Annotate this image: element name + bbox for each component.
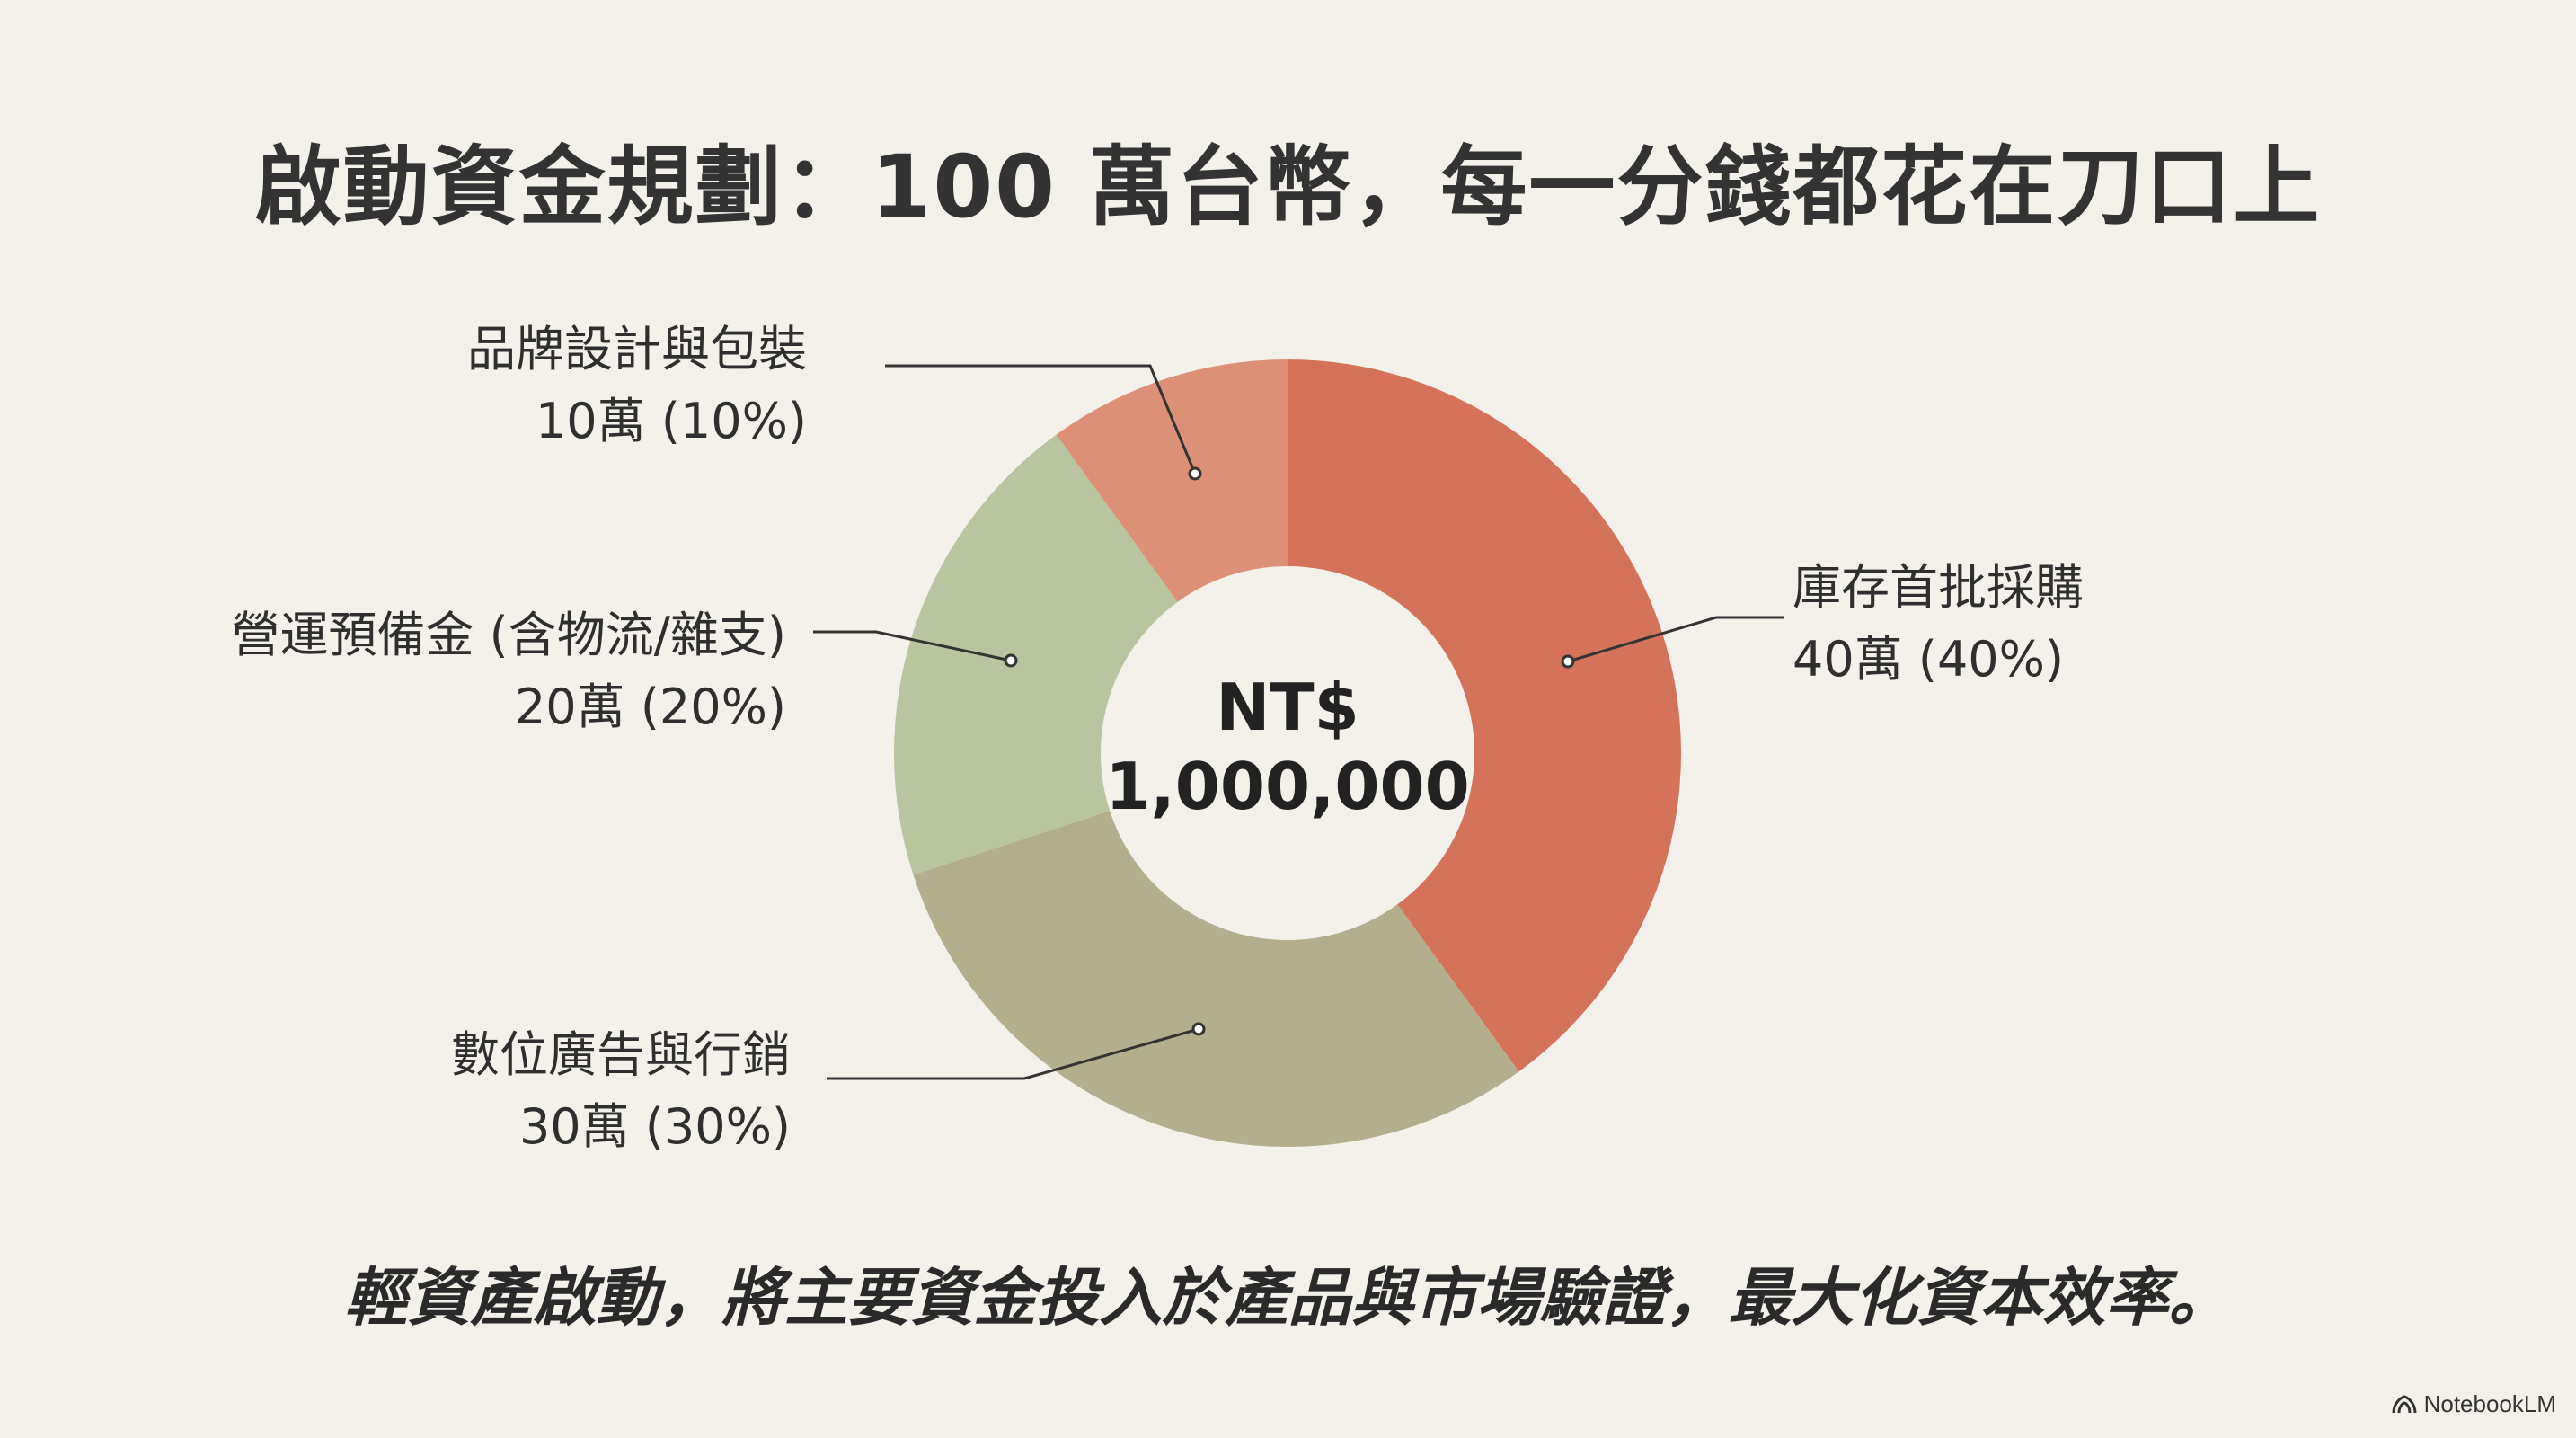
slice-label-value: 10萬 (10%) <box>536 393 807 449</box>
center-total-label: 1,000,000 <box>1105 749 1469 824</box>
leader-dot <box>1004 653 1018 668</box>
leader-line <box>1567 616 1784 663</box>
center-currency-label: NT$ <box>1216 670 1359 745</box>
slice-label-name: 營運預備金 (含物流/雜支) <box>232 607 787 663</box>
donut-slice <box>1288 360 1681 1072</box>
slice-label-value: 40萬 (40%) <box>1793 631 2064 688</box>
brand-watermark: NotebookLM <box>2392 1390 2556 1418</box>
leader-dot <box>1191 1022 1206 1036</box>
leader-line <box>813 630 1012 662</box>
slide-footer: 輕資產啟動，將主要資金投入於產品與市場驗證，最大化資本效率。 <box>344 1261 2232 1335</box>
notebooklm-logo-icon <box>2392 1394 2417 1413</box>
leader-line <box>885 364 1197 475</box>
leader-line <box>827 1027 1199 1080</box>
brand-label: NotebookLM <box>2423 1390 2556 1417</box>
slice-label-name: 品牌設計與包裝 <box>467 321 807 377</box>
leader-dot <box>1561 654 1575 669</box>
slide-title: 啟動資金規劃：100 萬台幣，每一分錢都花在刀口上 <box>254 137 2322 237</box>
slice-label-name: 數位廣告與行銷 <box>451 1026 791 1083</box>
leader-dot <box>1188 466 1202 481</box>
donut-slice <box>893 434 1178 875</box>
donut-slice <box>913 811 1519 1147</box>
slice-label-name: 庫存首批採購 <box>1793 559 2084 616</box>
slice-label-value: 20萬 (20%) <box>515 679 786 735</box>
donut-slice <box>1056 360 1288 602</box>
slice-label-value: 30萬 (30%) <box>519 1098 791 1155</box>
